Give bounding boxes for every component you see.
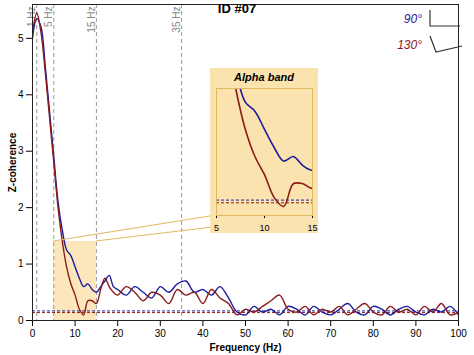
html-text:ID #07: ID #07 [217,1,257,16]
svg-text:10: 10 [70,328,82,339]
svg-text:0: 0 [18,315,24,326]
html-text:90°: 90° [403,12,422,26]
html-text:Alpha band: Alpha band [234,71,294,83]
svg-text:5 Hz: 5 Hz [43,7,54,28]
svg-text:60: 60 [283,328,295,339]
svg-text:3: 3 [18,145,24,156]
svg-text:15 Hz: 15 Hz [86,7,97,33]
svg-text:70: 70 [325,328,337,339]
svg-text:5: 5 [214,223,219,233]
svg-text:100: 100 [450,328,467,339]
svg-text:30: 30 [155,328,167,339]
svg-text:4: 4 [18,89,24,100]
svg-text:10: 10 [259,223,269,233]
svg-text:50: 50 [240,328,252,339]
svg-text:Z-coherence: Z-coherence [7,132,18,192]
svg-text:2: 2 [18,202,24,213]
svg-text:Frequency (Hz): Frequency (Hz) [209,342,281,353]
svg-text:40: 40 [197,328,209,339]
svg-text:1: 1 [18,258,24,269]
svg-text:15: 15 [307,223,317,233]
svg-text:1 Hz: 1 Hz [26,6,37,28]
svg-text:90: 90 [410,328,422,339]
svg-text:80: 80 [368,328,380,339]
svg-text:5: 5 [18,33,24,44]
html-text:130°: 130° [397,38,422,52]
svg-text:0: 0 [30,328,36,339]
svg-text:20: 20 [112,328,124,339]
svg-text:35 Hz: 35 Hz [171,7,182,33]
